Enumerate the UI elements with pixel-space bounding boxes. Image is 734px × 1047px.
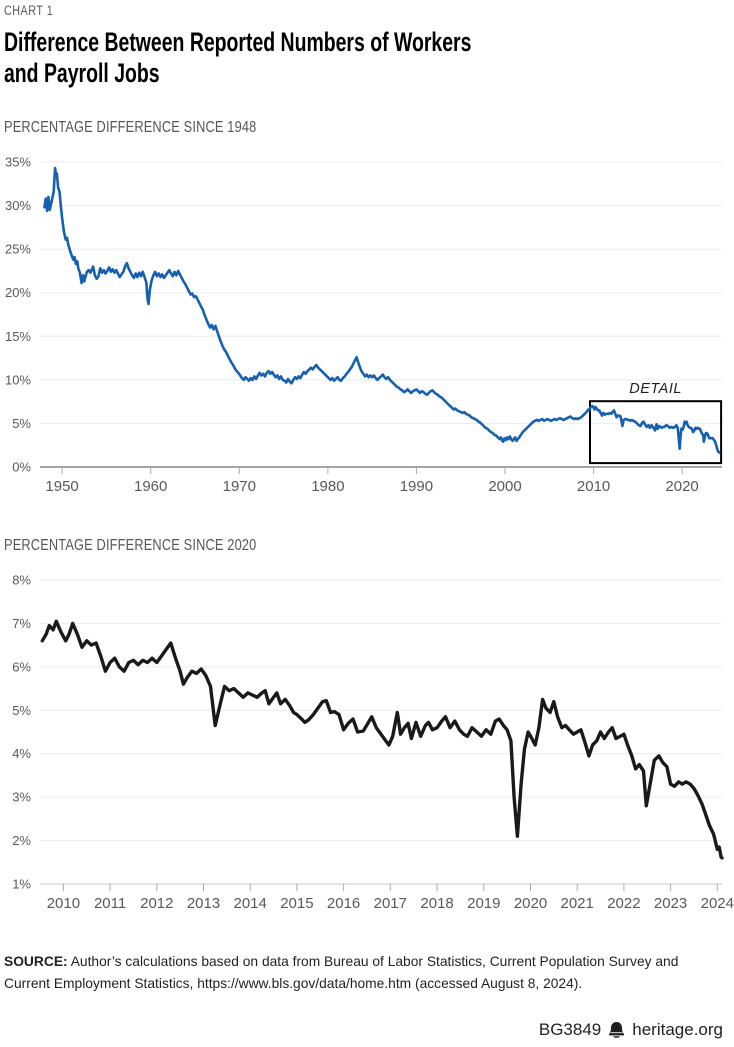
x-tick-label: 2011 <box>94 895 126 912</box>
x-tick-label: 2017 <box>374 895 407 912</box>
y-tick-label: 5% <box>12 703 31 718</box>
x-tick-label: 2010 <box>47 895 80 912</box>
y-tick-label: 5% <box>12 416 31 431</box>
x-tick-label: 2013 <box>187 895 220 912</box>
x-tick-label: 1950 <box>45 478 78 495</box>
x-tick-label: 2012 <box>140 895 173 912</box>
y-tick-label: 0% <box>12 460 31 475</box>
y-tick-label: 1% <box>12 877 31 892</box>
y-tick-label: 35% <box>5 155 31 170</box>
y-tick-label: 2% <box>12 833 31 848</box>
page-title-line-1: Difference Between Reported Numbers of W… <box>4 27 472 57</box>
x-tick-label: 1970 <box>223 478 256 495</box>
x-tick-label: 2016 <box>327 895 360 912</box>
x-tick-label: 1980 <box>311 478 344 495</box>
x-tick-label: 2018 <box>420 895 453 912</box>
chart-since-2020: 1% 2% 3% 4% 5% 6% 7% 8% 2010 2011 2012 2013 2014 2015… <box>12 573 734 913</box>
y-tick-label: 3% <box>12 790 31 805</box>
y-tick-label: 6% <box>12 659 31 674</box>
source-note: SOURCE: Author’s calculations based on d… <box>4 951 710 995</box>
y-tick-label: 20% <box>5 285 31 300</box>
pct-difference-since-2020 <box>40 619 724 860</box>
x-tick-label: 2022 <box>607 895 640 912</box>
pct-difference-since-1948 <box>43 166 721 454</box>
x-tick-label: 2015 <box>280 895 313 912</box>
x-tick-label: 2019 <box>467 895 500 912</box>
chart2-subtitle: PERCENTAGE DIFFERENCE SINCE 2020 <box>4 537 257 554</box>
detail-label: DETAIL <box>629 381 682 397</box>
source-label: SOURCE: <box>4 954 68 969</box>
x-tick-label: 2020 <box>665 478 698 495</box>
x-tick-label: 1960 <box>134 478 167 495</box>
chart-kicker: CHART 1 <box>4 3 65 18</box>
x-tick-label: 2020 <box>514 895 547 912</box>
x-tick-label: 2010 <box>577 478 610 495</box>
site-link[interactable]: heritage.org <box>632 1020 723 1039</box>
chart-since-1948: 0% 5% 10% 15% 20% 25% 30% 35% 1950 1960 1970 1980 19… <box>5 155 723 495</box>
x-tick-label: 2023 <box>654 895 687 912</box>
y-tick-label: 4% <box>12 746 31 761</box>
y-tick-label: 15% <box>5 329 31 344</box>
source-text: Author’s calculations based on data from… <box>4 954 679 992</box>
y-tick-label: 7% <box>12 616 31 631</box>
x-tick-label: 2014 <box>234 895 267 912</box>
y-tick-label: 25% <box>5 242 31 257</box>
page-title: Difference Between Reported Numbers of W… <box>4 27 653 89</box>
x-tick-label: 1990 <box>400 478 433 495</box>
chart1-subtitle: PERCENTAGE DIFFERENCE SINCE 1948 <box>4 119 257 136</box>
detail-box <box>589 400 723 465</box>
chart-kicker-label: CHART 1 <box>4 3 54 18</box>
x-tick-label: 2000 <box>488 478 521 495</box>
liberty-bell-icon <box>609 1021 625 1038</box>
footer: BG3849 heritage.org <box>539 1020 723 1040</box>
x-tick-label: 2021 <box>561 895 594 912</box>
y-tick-label: 10% <box>5 372 31 387</box>
y-tick-label: 30% <box>5 198 31 213</box>
document-id: BG3849 <box>538 1020 602 1039</box>
y-tick-label: 8% <box>12 573 31 588</box>
x-tick-label: 2024 <box>701 895 734 912</box>
page-title-line-2: and Payroll Jobs <box>4 58 160 88</box>
